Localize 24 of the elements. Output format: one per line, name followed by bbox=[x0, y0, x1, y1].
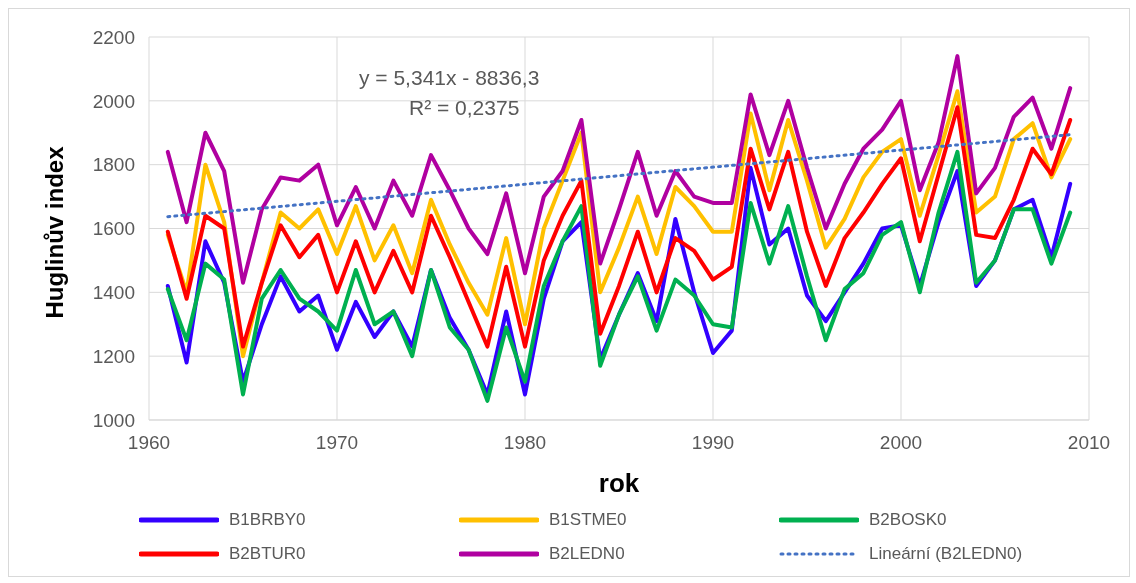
x-tick-label: 2010 bbox=[1067, 432, 1111, 454]
y-tick-label: 1200 bbox=[92, 345, 135, 367]
y-axis-title: Huglinův index bbox=[40, 145, 68, 319]
x-tick-label: 1990 bbox=[691, 432, 735, 454]
y-tick-label: 1800 bbox=[92, 154, 135, 176]
annotation: R² = 0,2375 bbox=[409, 96, 520, 119]
legend-label: B2BOSK0 bbox=[869, 510, 947, 530]
legend-label: B1BRBY0 bbox=[229, 510, 306, 530]
line-series bbox=[165, 54, 1073, 285]
x-axis-title: rok bbox=[598, 468, 640, 498]
legend-label: B2BTUR0 bbox=[229, 544, 306, 564]
x-tick-label: 1970 bbox=[315, 432, 359, 454]
y-tick-label: 1400 bbox=[92, 282, 135, 304]
x-tick-label: 1960 bbox=[127, 432, 171, 454]
y-tick-label: 2200 bbox=[92, 26, 135, 48]
y-tick-label: 1000 bbox=[92, 409, 135, 431]
y-tick-label: 1600 bbox=[92, 218, 135, 240]
legend-label: B2LEDN0 bbox=[549, 544, 625, 564]
x-tick-label: 1980 bbox=[503, 432, 547, 454]
annotation: y = 5,341x - 8836,3 bbox=[359, 66, 540, 89]
y-tick-label: 2000 bbox=[92, 90, 135, 112]
legend-label: B1STME0 bbox=[549, 510, 627, 530]
legend-label: Lineární (B2LEDN0) bbox=[869, 544, 1023, 564]
x-tick-label: 2000 bbox=[879, 432, 923, 454]
